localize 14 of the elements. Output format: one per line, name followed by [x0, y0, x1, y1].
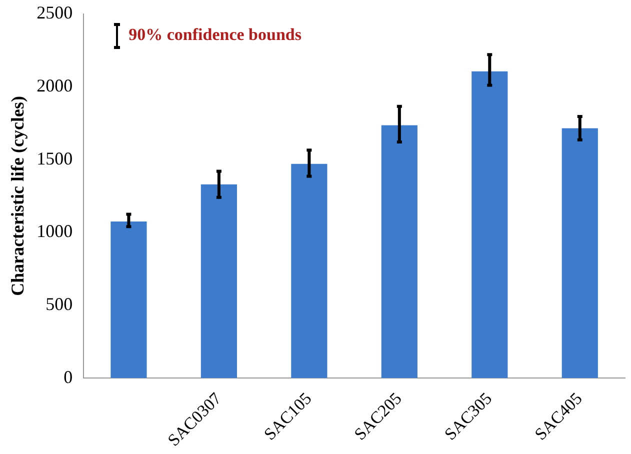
bar	[472, 71, 508, 378]
bar	[291, 164, 328, 378]
annotation: 90% confidence bounds	[128, 25, 302, 44]
bar	[562, 128, 598, 378]
bar	[200, 184, 237, 378]
y-tick-label: 0	[64, 366, 73, 387]
y-tick-label: 2500	[36, 2, 73, 23]
y-axis-title: Characteristic life (cycles)	[7, 96, 28, 296]
y-tick-label: 1500	[36, 148, 73, 168]
bar	[110, 221, 147, 378]
bar	[381, 125, 418, 378]
y-tick-label: 1000	[36, 221, 73, 242]
y-tick-label: 2000	[36, 75, 73, 96]
y-tick-label: 500	[46, 294, 73, 314]
